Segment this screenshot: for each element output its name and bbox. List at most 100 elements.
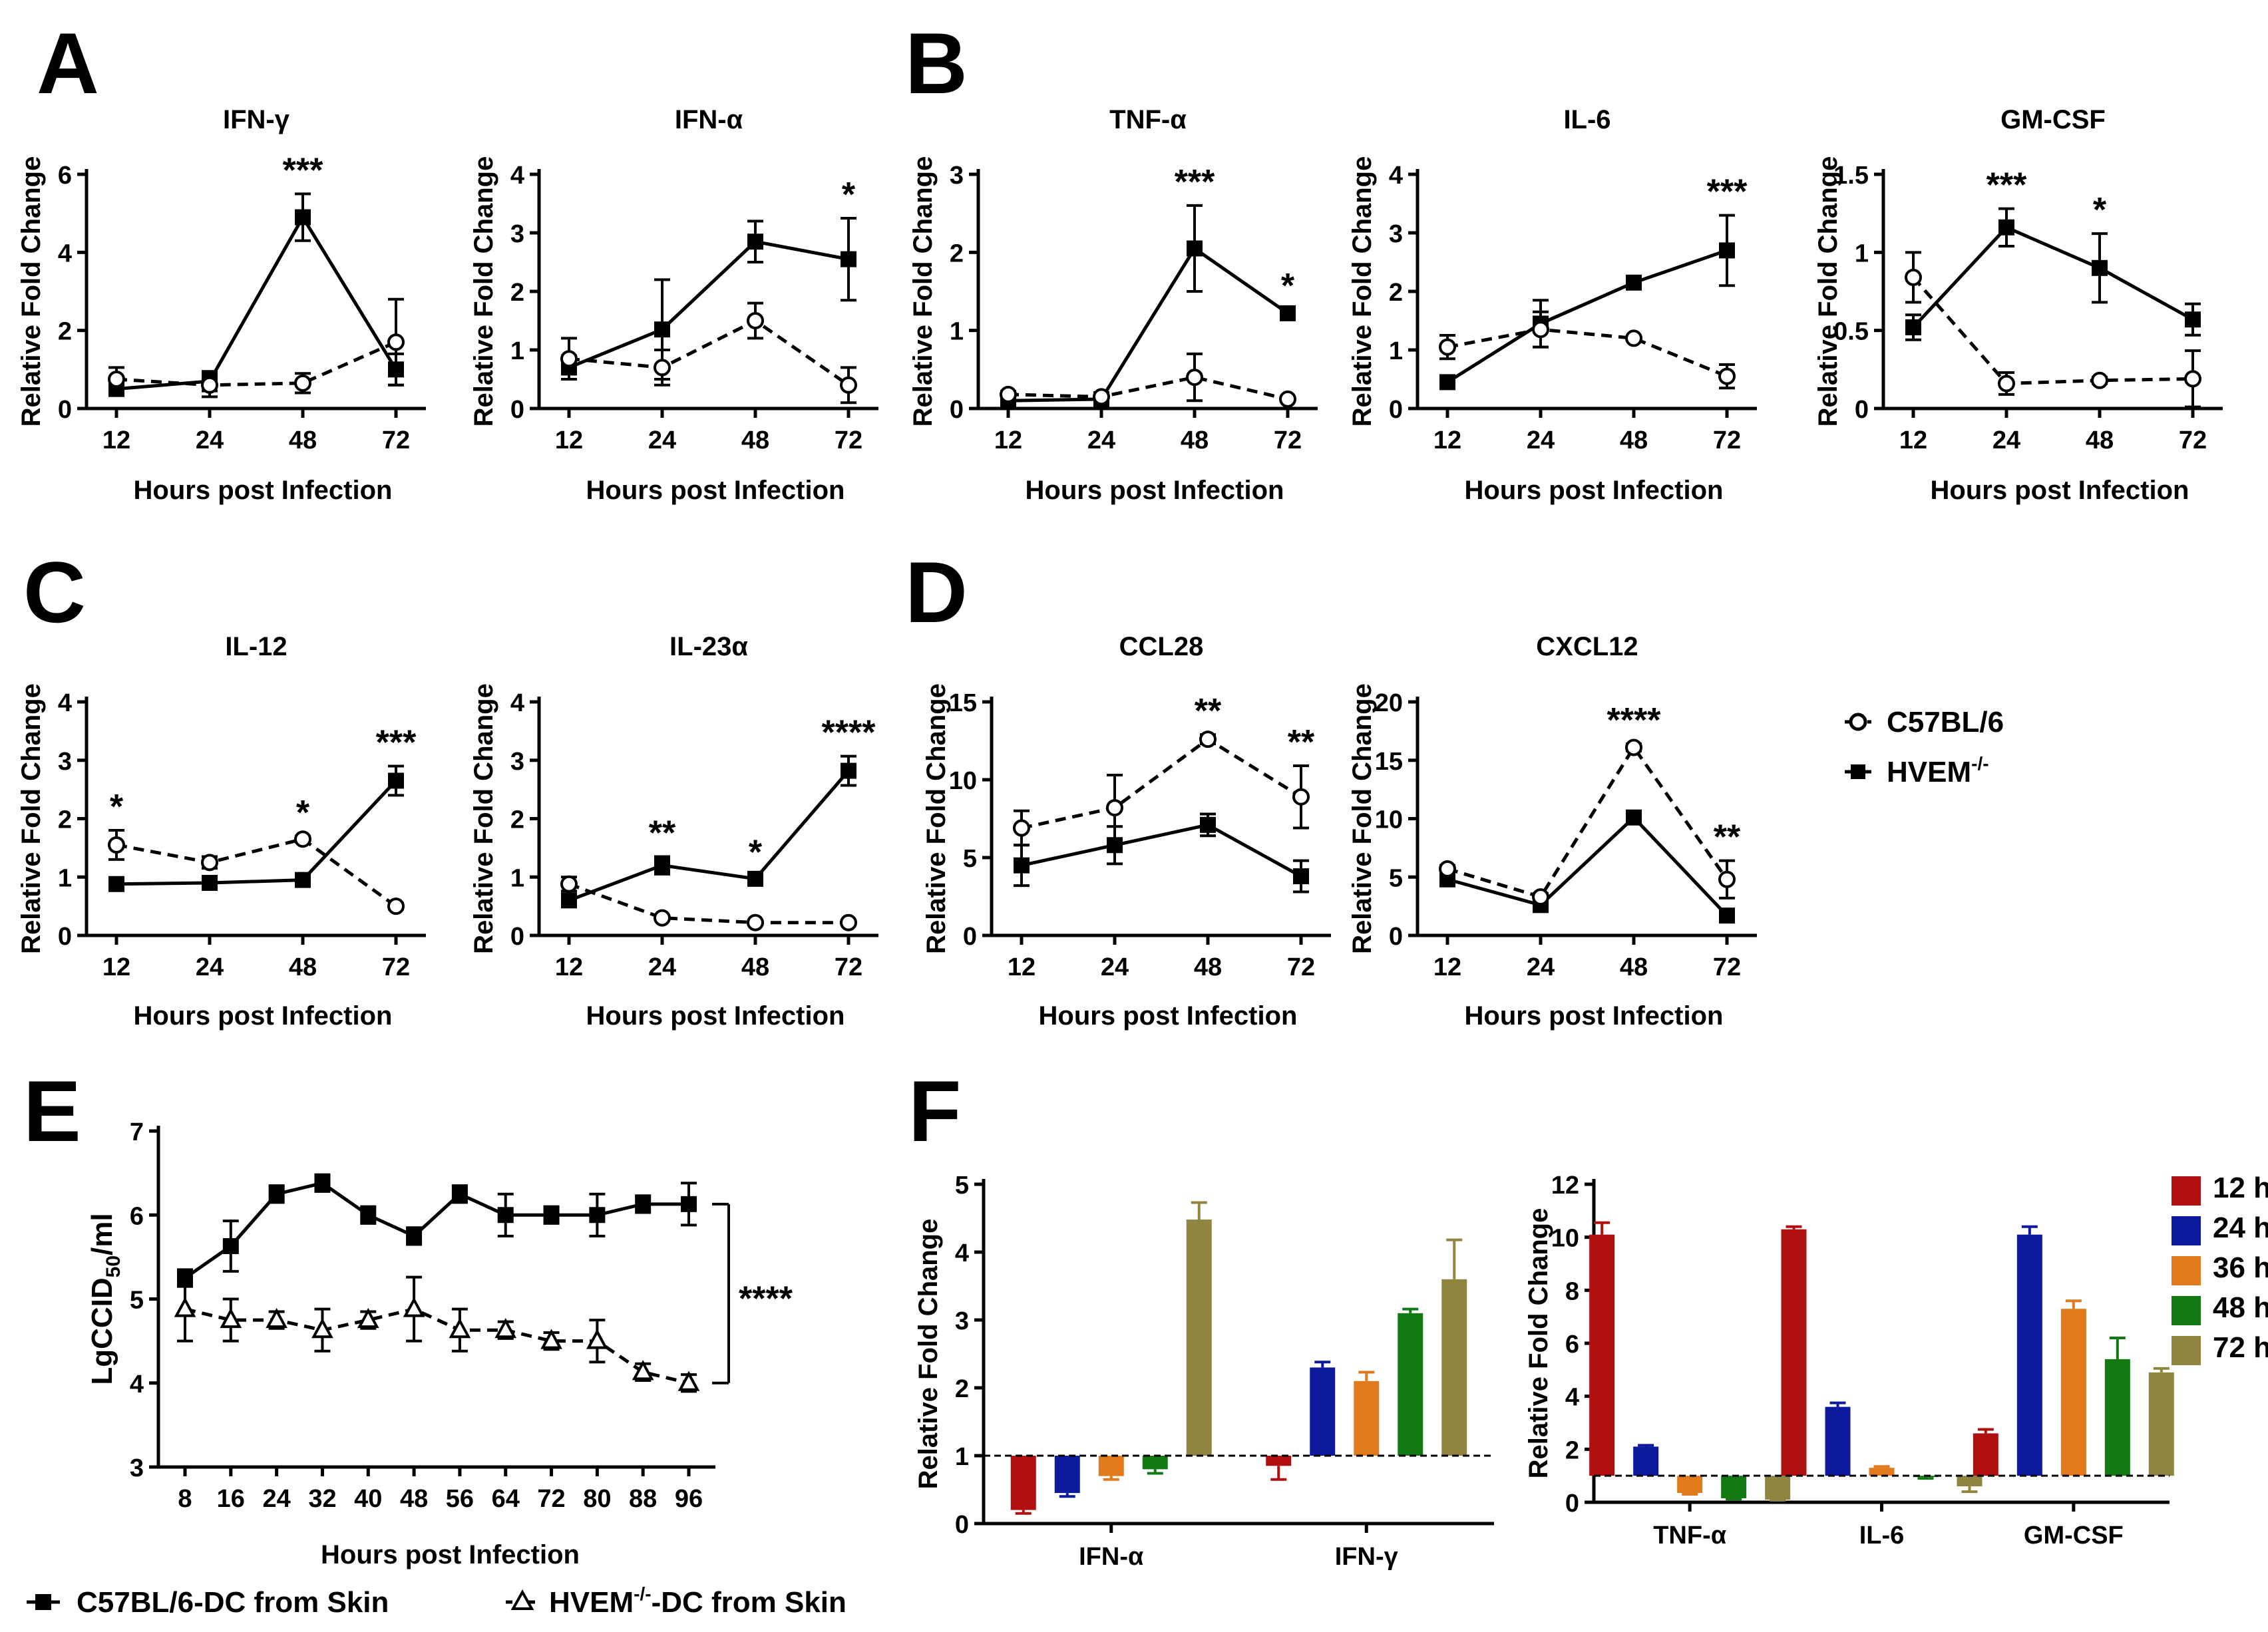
x-tick-label: 72 bbox=[382, 953, 410, 981]
data-point-triangle bbox=[220, 1307, 242, 1329]
x-axis-label: Hours post Infection bbox=[1931, 476, 2189, 505]
y-tick-label: 0 bbox=[510, 923, 524, 951]
bar bbox=[2016, 1234, 2042, 1476]
x-tick-label: 12 bbox=[555, 426, 583, 454]
category-label: GM-CSF bbox=[2024, 1522, 2124, 1550]
x-tick-label: 24 bbox=[262, 1485, 290, 1513]
y-tick-label: 5 bbox=[955, 1172, 969, 1200]
data-point-square bbox=[497, 1207, 514, 1224]
data-point-circle bbox=[387, 333, 405, 351]
x-tick-label: 16 bbox=[217, 1485, 245, 1513]
data-point-square bbox=[747, 870, 763, 887]
legend-e-label-hvem: HVEM-/--DC from Skin bbox=[549, 1583, 847, 1619]
y-tick-label: 4 bbox=[955, 1239, 969, 1267]
y-tick-label: 3 bbox=[130, 1454, 144, 1482]
data-point-square bbox=[388, 772, 404, 789]
x-tick-label: 24 bbox=[648, 426, 676, 454]
data-point-square bbox=[295, 209, 311, 226]
data-point-circle bbox=[1279, 390, 1296, 408]
x-axis-label: Hours post Infection bbox=[1026, 476, 1284, 505]
data-point-circle bbox=[1186, 369, 1203, 387]
data-point-circle bbox=[2091, 371, 2108, 389]
legend-square-marker bbox=[1851, 764, 1865, 779]
y-tick-label: 20 bbox=[1375, 689, 1403, 717]
legend-swatch bbox=[2172, 1176, 2201, 1206]
data-point-circle bbox=[1998, 375, 2015, 393]
bar bbox=[2148, 1372, 2174, 1476]
y-tick-label: 2 bbox=[58, 806, 72, 834]
data-point-circle bbox=[747, 312, 764, 329]
x-tick-label: 48 bbox=[289, 953, 317, 981]
legend-swatch bbox=[2172, 1296, 2201, 1325]
data-point-square bbox=[747, 234, 763, 250]
data-point-circle bbox=[1439, 860, 1456, 878]
data-point-circle bbox=[1106, 799, 1123, 817]
x-tick-label: 72 bbox=[1713, 426, 1741, 454]
bar bbox=[1010, 1456, 1036, 1510]
x-axis-label: Hours post Infection bbox=[1465, 476, 1724, 505]
significance-label: **** bbox=[822, 714, 876, 752]
data-point-triangle bbox=[632, 1360, 654, 1381]
y-tick-label: 3 bbox=[58, 748, 72, 776]
category-label: IL-6 bbox=[1859, 1522, 1905, 1550]
y-tick-label: 1 bbox=[58, 864, 72, 892]
y-tick-label: 10 bbox=[949, 767, 977, 795]
data-point-square bbox=[1293, 868, 1309, 885]
y-tick-label: 4 bbox=[58, 240, 72, 267]
data-point-triangle bbox=[357, 1307, 379, 1329]
x-axis-label: Hours post Infection bbox=[1465, 1001, 1724, 1031]
y-axis-label: LgCCID50/ml bbox=[86, 1213, 124, 1385]
data-point-circle bbox=[1625, 738, 1642, 756]
series-line-dashed bbox=[184, 1307, 689, 1385]
data-point-triangle bbox=[266, 1307, 287, 1329]
data-point-square bbox=[1014, 857, 1030, 874]
panel-label-f: F bbox=[908, 1062, 961, 1160]
significance-label: * bbox=[296, 794, 310, 832]
y-tick-label: 0 bbox=[1565, 1490, 1579, 1518]
y-axis-label: Relative Fold Change bbox=[17, 156, 46, 427]
y-tick-label: 2 bbox=[510, 806, 524, 834]
chart-title: CXCL12 bbox=[1536, 632, 1638, 661]
significance-label: ** bbox=[1195, 692, 1222, 731]
legend-e-triangle-marker bbox=[510, 1589, 534, 1610]
x-tick-label: 48 bbox=[1194, 953, 1222, 981]
y-tick-label: 3 bbox=[950, 162, 964, 190]
significance-label: *** bbox=[1707, 173, 1748, 212]
x-axis-label: Hours post Infection bbox=[1039, 1001, 1298, 1031]
data-point-square bbox=[2092, 259, 2108, 276]
chart-title: IL-6 bbox=[1563, 105, 1610, 134]
data-point-square bbox=[1719, 907, 1735, 924]
x-tick-label: 8 bbox=[178, 1485, 192, 1513]
series-line-dashed bbox=[116, 837, 397, 908]
y-tick-label: 1 bbox=[510, 337, 524, 365]
significance-label: * bbox=[842, 176, 856, 214]
data-point-square bbox=[202, 875, 218, 892]
series-line-solid bbox=[1446, 249, 1728, 384]
y-tick-label: 3 bbox=[510, 220, 524, 248]
data-point-square bbox=[314, 1175, 331, 1192]
bar bbox=[1765, 1476, 1791, 1500]
x-tick-label: 88 bbox=[629, 1485, 657, 1513]
significance-label: * bbox=[749, 833, 763, 872]
bar-chart-1: 0 2 4 6 8 10 12 Relative Fold Change TNF-α IL-6 GM… bbox=[1524, 1172, 2268, 1550]
y-axis-label: Relative Fold Change bbox=[908, 156, 938, 427]
data-point-square bbox=[2185, 311, 2201, 328]
data-point-triangle bbox=[540, 1329, 562, 1349]
bar bbox=[1677, 1476, 1703, 1494]
significance-label: *** bbox=[376, 724, 417, 762]
data-point-square bbox=[1905, 319, 1921, 335]
x-tick-label: 12 bbox=[102, 953, 130, 981]
x-tick-label: 72 bbox=[537, 1485, 565, 1513]
y-axis-label: Relative Fold Change bbox=[914, 1219, 943, 1490]
bar bbox=[1869, 1468, 1895, 1476]
bar bbox=[2060, 1309, 2086, 1476]
bar bbox=[1441, 1279, 1467, 1456]
bar bbox=[1781, 1229, 1807, 1476]
bar bbox=[1957, 1476, 1983, 1487]
data-point-triangle bbox=[174, 1297, 196, 1317]
legend-cd: C57BL/6 HVEM-/- bbox=[1845, 706, 2004, 788]
